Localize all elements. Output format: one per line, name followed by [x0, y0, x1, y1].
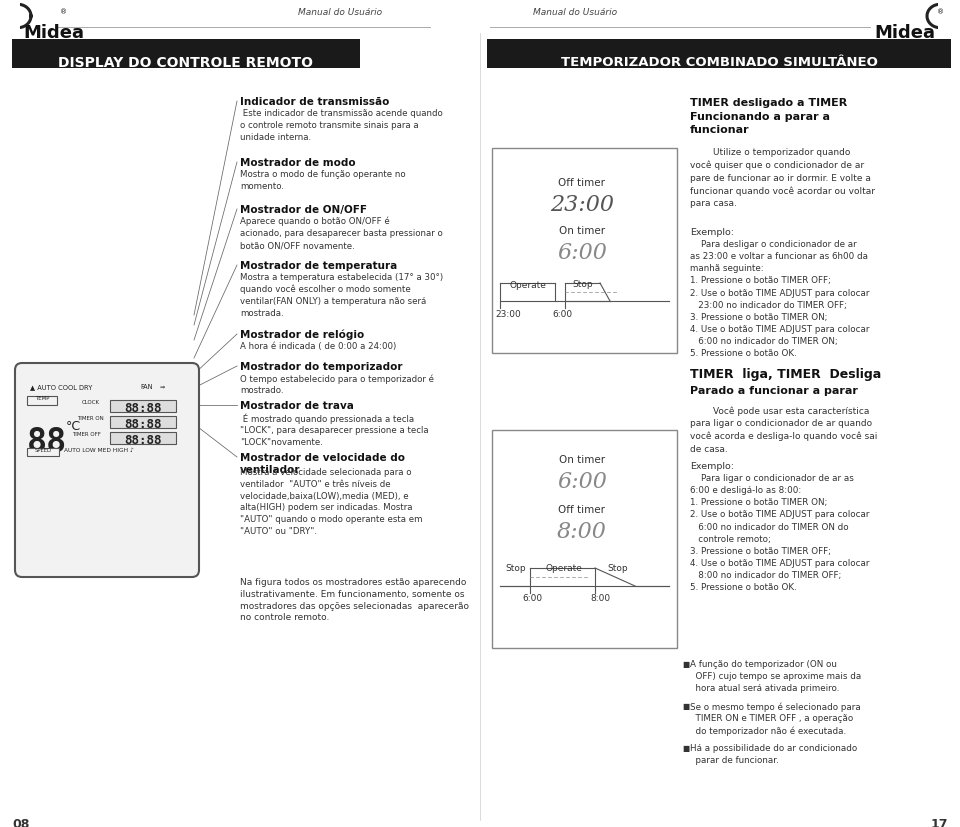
Text: 23:00: 23:00	[495, 310, 520, 319]
Text: On timer: On timer	[559, 455, 605, 465]
Text: Mostra a velocidade selecionada para o
ventilador  "AUTO" e três níveis de
veloc: Mostra a velocidade selecionada para o v…	[240, 468, 422, 536]
Polygon shape	[0, 2, 20, 30]
Text: Mostra o modo de função operante no
momento.: Mostra o modo de função operante no mome…	[240, 170, 406, 191]
Text: Você pode usar esta característica
para ligar o condicionador de ar quando
você : Você pode usar esta característica para …	[690, 406, 877, 454]
Polygon shape	[530, 568, 595, 586]
FancyBboxPatch shape	[110, 416, 176, 428]
Text: 6:00: 6:00	[522, 594, 542, 603]
Text: TEMPORIZADOR COMBINADO SIMULTÂNEO: TEMPORIZADOR COMBINADO SIMULTÂNEO	[561, 56, 877, 69]
FancyBboxPatch shape	[12, 39, 360, 68]
Text: ■: ■	[682, 702, 689, 711]
Text: Off timer: Off timer	[559, 505, 606, 515]
FancyBboxPatch shape	[110, 432, 176, 444]
Text: ■: ■	[682, 744, 689, 753]
Text: A função do temporizador (ON ou
  OFF) cujo tempo se aproxime mais da
  hora atu: A função do temporizador (ON ou OFF) cuj…	[690, 660, 861, 692]
Text: Exemplo:: Exemplo:	[690, 228, 734, 237]
Text: A hora é indicada ( de 0:00 a 24:00): A hora é indicada ( de 0:00 a 24:00)	[240, 342, 396, 351]
Text: Utilize o temporizador quando
você quiser que o condicionador de ar
pare de func: Utilize o temporizador quando você quise…	[690, 148, 875, 208]
Text: Para ligar o condicionador de ar as
6:00 e desligá-lo as 8:00:
1. Pressione o bo: Para ligar o condicionador de ar as 6:00…	[690, 474, 870, 592]
Text: TIMER ON: TIMER ON	[77, 416, 104, 421]
Text: Mostrador do temporizador: Mostrador do temporizador	[240, 362, 402, 372]
Text: Midea: Midea	[874, 24, 935, 42]
FancyBboxPatch shape	[15, 363, 199, 577]
Text: Off timer: Off timer	[559, 178, 606, 188]
Text: Mostra a temperatura estabelecida (17° a 30°)
quando você escolher o modo soment: Mostra a temperatura estabelecida (17° a…	[240, 273, 444, 318]
Text: 88:88: 88:88	[124, 418, 161, 431]
Text: Stop: Stop	[572, 280, 592, 289]
Text: É mostrado quando pressionada a tecla
"LOCK", para desaparecer pressione a tecla: É mostrado quando pressionada a tecla "L…	[240, 413, 428, 447]
Text: Indicador de transmissão: Indicador de transmissão	[240, 97, 390, 107]
FancyBboxPatch shape	[492, 430, 677, 648]
Text: Mostrador de relógio: Mostrador de relógio	[240, 330, 364, 341]
Text: Para desligar o condicionador de ar
as 23:00 e voltar a funcionar as 6h00 da
man: Para desligar o condicionador de ar as 2…	[690, 240, 870, 358]
Text: Manual do Usuário: Manual do Usuário	[298, 8, 382, 17]
Text: TIMER desligado a TIMER
Funcionando a parar a
funcionar: TIMER desligado a TIMER Funcionando a pa…	[690, 98, 848, 135]
Text: 23:00: 23:00	[550, 194, 614, 216]
Text: ®: ®	[60, 9, 67, 15]
Text: SPEED: SPEED	[35, 448, 52, 453]
Text: ⇒: ⇒	[160, 384, 165, 389]
Text: CLOCK: CLOCK	[82, 400, 100, 405]
Text: Exemplo:: Exemplo:	[690, 462, 734, 471]
Text: Midea: Midea	[23, 24, 84, 42]
Text: 17: 17	[930, 818, 948, 827]
Text: Se o mesmo tempo é selecionado para
  TIMER ON e TIMER OFF , a operação
  do tem: Se o mesmo tempo é selecionado para TIME…	[690, 702, 861, 736]
Text: Aparece quando o botão ON/OFF é
acionado, para desaparecer basta pressionar o
bo: Aparece quando o botão ON/OFF é acionado…	[240, 217, 443, 250]
FancyBboxPatch shape	[487, 39, 951, 68]
Text: ®: ®	[937, 9, 944, 15]
Text: TEMP: TEMP	[35, 396, 49, 401]
FancyBboxPatch shape	[27, 396, 57, 405]
Text: Mostrador de trava: Mostrador de trava	[240, 401, 354, 411]
Text: Mostrador de velocidade do
ventilador: Mostrador de velocidade do ventilador	[240, 453, 405, 475]
Text: 6:00: 6:00	[557, 471, 607, 493]
Text: DISPLAY DO CONTROLE REMOTO: DISPLAY DO CONTROLE REMOTO	[59, 56, 314, 70]
Text: Manual do Usuário: Manual do Usuário	[533, 8, 617, 17]
Text: Há a possibilidade do ar condicionado
  parar de funcionar.: Há a possibilidade do ar condicionado pa…	[690, 744, 857, 765]
Text: AUTO LOW MED HIGH ♪: AUTO LOW MED HIGH ♪	[64, 448, 133, 453]
Text: TIMER OFF: TIMER OFF	[72, 432, 101, 437]
Text: Na figura todos os mostradores estão aparecendo
ilustrativamente. Em funcionamen: Na figura todos os mostradores estão apa…	[240, 578, 469, 623]
Text: Este indicador de transmissão acende quando
o controle remoto transmite sinais p: Este indicador de transmissão acende qua…	[240, 109, 443, 141]
Text: ▲ AUTO COOL DRY: ▲ AUTO COOL DRY	[30, 384, 92, 390]
Text: Mostrador de ON/OFF: Mostrador de ON/OFF	[240, 205, 367, 215]
Text: FAN: FAN	[140, 384, 153, 390]
Text: 88:88: 88:88	[124, 402, 161, 415]
Text: Operate: Operate	[510, 281, 547, 290]
Text: Operate: Operate	[545, 564, 582, 573]
FancyBboxPatch shape	[27, 448, 59, 456]
FancyBboxPatch shape	[110, 400, 176, 412]
Text: Mostrador de modo: Mostrador de modo	[240, 158, 355, 168]
Text: Stop: Stop	[505, 564, 526, 573]
Text: Parado a funcionar a parar: Parado a funcionar a parar	[690, 386, 858, 396]
Text: 88: 88	[27, 426, 67, 459]
Text: O tempo estabelecido para o temporizador é
mostrado.: O tempo estabelecido para o temporizador…	[240, 374, 434, 395]
Text: TIMER  liga, TIMER  Desliga: TIMER liga, TIMER Desliga	[690, 368, 881, 381]
Text: Stop: Stop	[607, 564, 628, 573]
FancyBboxPatch shape	[492, 148, 677, 353]
Text: 88:88: 88:88	[124, 434, 161, 447]
Text: 08: 08	[12, 818, 30, 827]
Polygon shape	[500, 283, 555, 301]
Polygon shape	[938, 2, 960, 30]
Text: 8:00: 8:00	[590, 594, 611, 603]
Text: ■: ■	[682, 660, 689, 669]
Text: °C: °C	[66, 420, 82, 433]
Text: 8:00: 8:00	[557, 521, 607, 543]
Text: 6:00: 6:00	[552, 310, 572, 319]
Text: Mostrador de temperatura: Mostrador de temperatura	[240, 261, 397, 271]
Text: 6:00: 6:00	[557, 242, 607, 264]
Text: On timer: On timer	[559, 226, 605, 236]
